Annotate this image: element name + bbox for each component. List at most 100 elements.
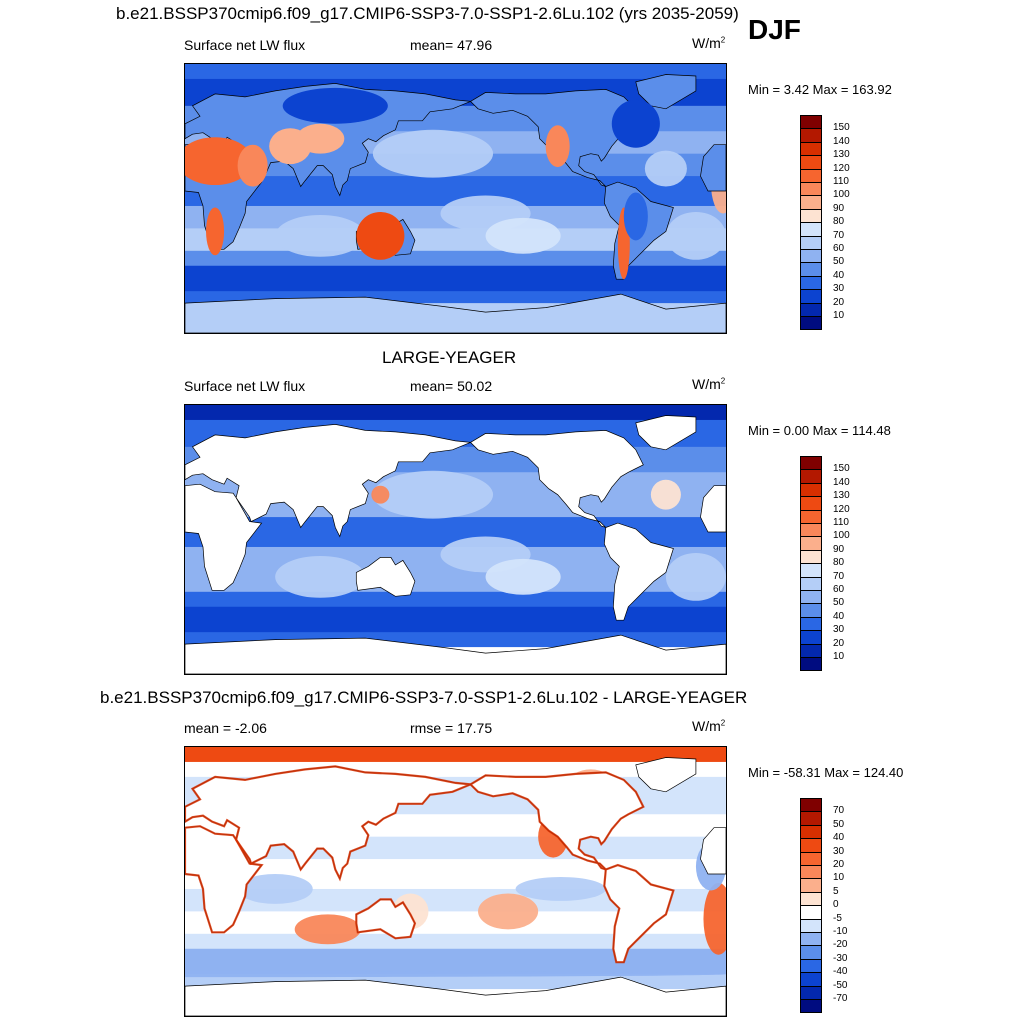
- colorbar-swatch: [800, 999, 822, 1014]
- panel3-map-svg: [185, 747, 726, 1016]
- colorbar-level-label: 80: [833, 216, 845, 228]
- field-feature: [275, 555, 366, 598]
- coastal-difference-s-america: [603, 863, 675, 964]
- colorbar-swatch: [800, 958, 822, 974]
- colorbar-swatch: [800, 932, 822, 947]
- panel1-map: [184, 63, 727, 334]
- colorbar-level-label: 40: [833, 610, 845, 622]
- colorbar-swatch: [800, 208, 822, 224]
- land-field-feature: [623, 192, 648, 241]
- land-field-feature: [611, 99, 660, 148]
- continent-africa-west: [700, 827, 726, 875]
- colorbar-swatch: [800, 985, 822, 1000]
- panel3-map: [184, 746, 727, 1017]
- panel2-map-svg: [185, 405, 726, 674]
- panel2-variable: Surface net LW flux: [184, 378, 306, 394]
- field-feature: [485, 217, 561, 254]
- panel3-title: b.e21.BSSP370cmip6.f09_g17.CMIP6-SSP3-7.…: [100, 688, 748, 707]
- colorbar-swatch: [800, 115, 822, 130]
- colorbar-swatch: [800, 851, 822, 866]
- colorbar-level-label: 40: [833, 269, 845, 281]
- colorbar-level-label: 150: [833, 463, 850, 475]
- continent-antarctica: [185, 293, 726, 333]
- land-field-feature: [282, 87, 388, 124]
- colorbar-level-label: 30: [833, 845, 845, 857]
- land-field-feature: [237, 144, 268, 187]
- colorbar-swatch: [800, 630, 822, 645]
- colorbar-swatch: [800, 824, 822, 840]
- colorbar-level-label: 5: [833, 885, 839, 897]
- land-field-feature: [356, 211, 405, 260]
- panel3-minmax: Min = -58.31 Max = 124.40: [748, 765, 904, 780]
- colorbar-level-label: 120: [833, 503, 850, 515]
- field-feature: [665, 552, 726, 601]
- colorbar-level-label: 70: [833, 570, 845, 582]
- colorbar-level-label: -50: [833, 979, 848, 991]
- panel1-units: W/m2: [692, 35, 726, 51]
- colorbar-level-label: 80: [833, 557, 845, 569]
- colorbar-level-label: 30: [833, 283, 845, 295]
- continent-africa: [185, 483, 263, 591]
- colorbar-swatch: [800, 235, 822, 250]
- colorbar-level-label: 140: [833, 135, 850, 147]
- continent-africa-west: [700, 144, 726, 192]
- colorbar-swatch: [800, 496, 822, 511]
- colorbar-level-label: 150: [833, 122, 850, 134]
- zonal-band: [185, 64, 726, 80]
- colorbar-level-label: -20: [833, 939, 848, 951]
- colorbar-swatch: [800, 523, 822, 538]
- field-feature: [644, 150, 687, 187]
- coastal-difference-australia: [355, 898, 417, 940]
- colorbar-level-label: 100: [833, 189, 850, 201]
- colorbar-swatch: [800, 891, 822, 907]
- colorbar-level-label: 10: [833, 310, 845, 321]
- colorbar-level-label: 100: [833, 530, 850, 542]
- coastal-difference-n-america: [468, 771, 645, 871]
- colorbar-swatch: [800, 811, 822, 826]
- field-feature: [237, 874, 313, 904]
- panel2-title: LARGE-YEAGER: [382, 348, 517, 367]
- colorbar-level-label: 50: [833, 256, 845, 268]
- zonal-band: [185, 265, 726, 292]
- colorbar-swatch: [800, 222, 822, 237]
- panel1-minmax: Min = 3.42 Max = 163.92: [748, 82, 892, 97]
- colorbar-swatch: [800, 195, 822, 210]
- panel3-rmse: rmse = 17.75: [410, 720, 493, 736]
- colorbar-level-label: 60: [833, 243, 845, 254]
- zonal-band: [185, 591, 726, 608]
- colorbar-level-label: 90: [833, 543, 845, 555]
- continent-s-america: [603, 522, 674, 621]
- colorbar-swatch: [800, 865, 822, 880]
- colorbar-swatch: [800, 182, 822, 197]
- field-feature: [372, 129, 494, 178]
- land-field-feature: [185, 137, 253, 186]
- colorbar-swatch: [800, 878, 822, 893]
- zonal-band: [185, 606, 726, 633]
- continent-n-america: [469, 430, 644, 528]
- colorbar-swatch: [800, 536, 822, 551]
- colorbar-level-label: 30: [833, 624, 845, 636]
- colorbar-swatch: [800, 590, 822, 605]
- field-feature: [650, 479, 681, 510]
- panel1-map-svg: [185, 64, 726, 333]
- field-feature: [485, 558, 561, 595]
- colorbar-swatch: [800, 141, 822, 157]
- colorbar-swatch: [800, 905, 822, 920]
- colorbar-level-label: 130: [833, 149, 850, 161]
- continent-greenland: [635, 74, 697, 110]
- panel1-mean: mean= 47.96: [410, 37, 493, 53]
- colorbar-swatch: [800, 262, 822, 277]
- colorbar-swatch: [800, 616, 822, 632]
- colorbar-swatch: [800, 168, 822, 183]
- colorbar-swatch: [800, 945, 822, 960]
- colorbar-level-label: 110: [833, 517, 849, 528]
- zonal-band: [185, 933, 726, 950]
- colorbar-swatch: [800, 838, 822, 853]
- panel2-minmax: Min = 0.00 Max = 114.48: [748, 423, 891, 438]
- colorbar-level-label: 90: [833, 202, 845, 214]
- colorbar-swatch: [800, 918, 822, 933]
- colorbar-level-label: 110: [833, 176, 849, 187]
- continent-africa-west: [700, 485, 726, 533]
- colorbar-level-label: -5: [833, 912, 842, 924]
- colorbar-level-label: -70: [833, 993, 848, 1004]
